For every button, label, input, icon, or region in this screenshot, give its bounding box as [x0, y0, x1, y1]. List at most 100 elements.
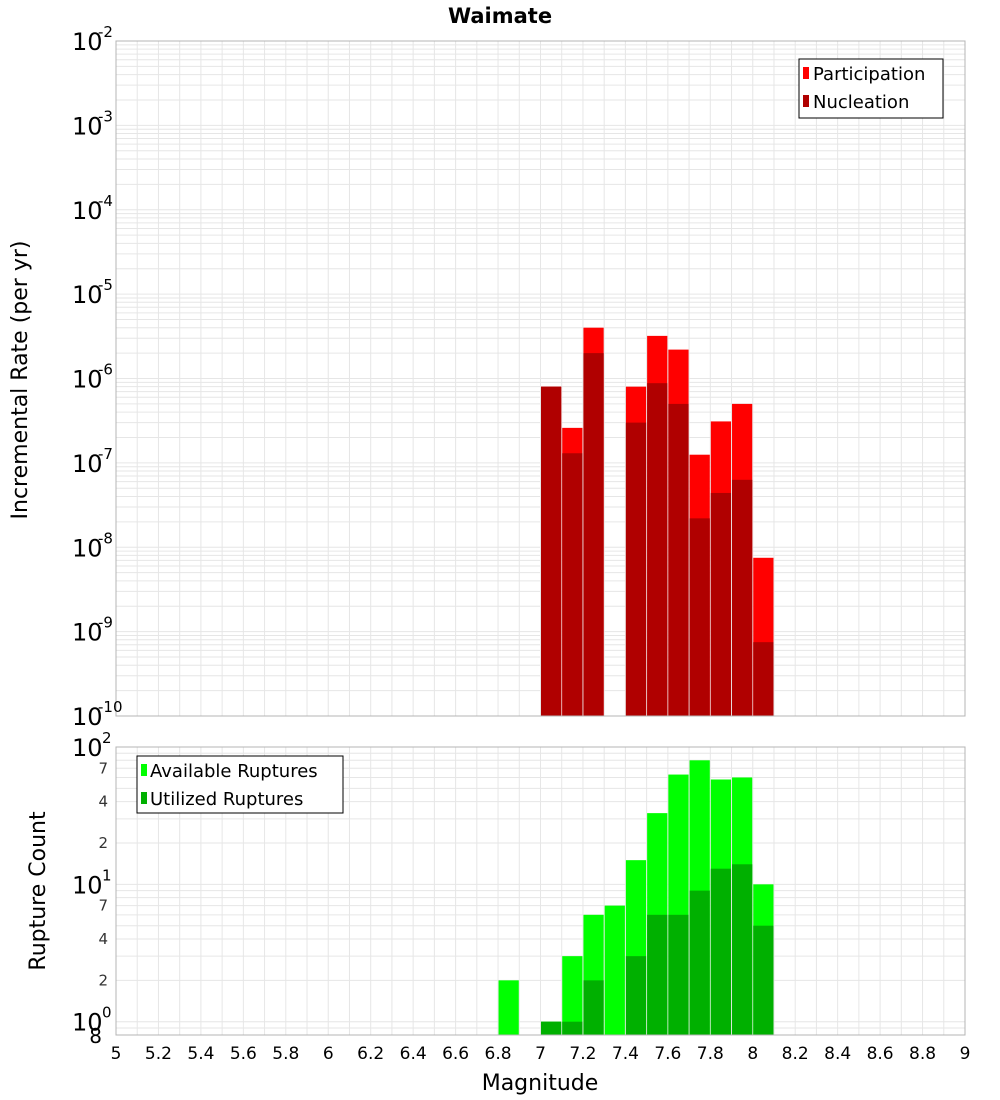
bottom-y-tick-base: 10	[72, 1009, 103, 1037]
x-tick-label: 6.4	[400, 1044, 427, 1064]
top-y-tick-base: 10	[72, 450, 103, 478]
utilized-bar	[583, 980, 604, 1035]
top-y-tick-exponent: -6	[98, 361, 113, 379]
x-axis-label: Magnitude	[482, 1071, 599, 1096]
x-tick-label: 5.2	[145, 1044, 172, 1064]
utilized-bar	[753, 925, 774, 1035]
legend-label-utilized: Utilized Ruptures	[150, 789, 303, 810]
nucleation-bar	[732, 479, 753, 716]
nucleation-bar	[541, 386, 562, 716]
bottom-y-minor-label: 2	[98, 971, 108, 989]
top-y-tick-exponent: -9	[98, 614, 113, 632]
utilized-bar	[541, 1021, 562, 1035]
top-gridlines	[115, 41, 966, 717]
top-y-tick-base: 10	[72, 112, 103, 140]
bottom-legend-box	[136, 755, 344, 814]
bottom-y-minor-label: 7	[98, 897, 108, 915]
nucleation-bar	[753, 642, 774, 716]
bottom-y-tick-base: 10	[72, 871, 103, 899]
top-y-tick-base: 10	[72, 281, 103, 309]
top-y-tick-exponent: -3	[98, 107, 113, 125]
nucleation-bar	[668, 403, 689, 716]
bottom-y-minor-label: 4	[98, 793, 108, 811]
nucleation-bar	[625, 422, 647, 716]
bottom-y-minor-label: 7	[98, 759, 108, 777]
bottom-legend: Available Ruptures Utilized Ruptures	[136, 755, 344, 814]
top-y-tick-exponent: -7	[98, 445, 113, 463]
x-tick-label: 6.8	[485, 1044, 512, 1064]
bottom-y-tick-base: 10	[72, 734, 103, 762]
top-y-tick-base: 10	[72, 619, 103, 647]
legend-swatch-available	[141, 764, 147, 776]
chart-title: Waimate	[448, 4, 552, 28]
available-bar	[562, 956, 583, 1035]
utilized-bar	[710, 868, 732, 1035]
x-tick-label: 6.2	[357, 1044, 384, 1064]
bottom-bars	[498, 760, 774, 1035]
bottom-y-tick-exponent: 2	[102, 729, 112, 747]
x-tick-label: 7.8	[697, 1044, 724, 1064]
x-tick-label: 5.6	[230, 1044, 257, 1064]
x-tick-label: 6	[323, 1044, 334, 1064]
legend-swatch-nucleation	[803, 95, 809, 107]
legend-label-participation: Participation	[813, 64, 925, 85]
x-tick-label: 8.4	[824, 1044, 851, 1064]
utilized-bar	[562, 1021, 583, 1035]
legend-label-nucleation: Nucleation	[813, 92, 909, 113]
top-legend-box	[798, 58, 944, 119]
bottom-y-tick-exponent: 1	[102, 866, 112, 884]
utilized-bar	[732, 864, 753, 1035]
top-y-tick-base: 10	[72, 703, 103, 731]
x-tick-label: 9	[960, 1044, 971, 1064]
legend-swatch-utilized	[141, 792, 147, 804]
nucleation-bar	[562, 453, 583, 716]
top-y-tick-exponent: -4	[98, 192, 113, 210]
nucleation-bar	[647, 383, 668, 716]
bottom-y-axis-label: Rupture Count	[26, 811, 51, 971]
x-tick-labels: 5 5.2 5.4 5.6 5.8 6 6.2 6.4 6.6 6.8 7 7.2 7.4 7.6 7.8 8…	[111, 1044, 971, 1064]
top-y-tick-exponent: -8	[98, 529, 113, 547]
top-legend: Participation Nucleation	[798, 58, 944, 119]
nucleation-bar	[689, 518, 710, 716]
top-y-tick-exponent: -10	[98, 698, 123, 716]
utilized-bar	[647, 914, 668, 1035]
x-tick-label: 5.4	[187, 1044, 214, 1064]
bottom-y-tick-exponent: 0	[102, 1004, 112, 1022]
top-y-tick-exponent: -2	[98, 23, 113, 41]
x-tick-label: 8.2	[782, 1044, 809, 1064]
top-y-tick-base: 10	[72, 366, 103, 394]
x-tick-label: 8.8	[909, 1044, 936, 1064]
available-bar	[604, 905, 625, 1035]
nucleation-bar	[710, 492, 732, 716]
x-tick-label: 8	[747, 1044, 758, 1064]
x-tick-label: 5.8	[272, 1044, 299, 1064]
top-y-tick-base: 10	[72, 28, 103, 56]
top-bars	[541, 327, 774, 716]
legend-label-available: Available Ruptures	[150, 761, 318, 782]
x-tick-label: 7.4	[612, 1044, 639, 1064]
utilized-bar	[689, 890, 710, 1035]
top-y-tick-base: 10	[72, 534, 103, 562]
bottom-y-minor-label: 8	[89, 1024, 102, 1048]
x-tick-label: 8.6	[867, 1044, 894, 1064]
x-tick-label: 7	[535, 1044, 546, 1064]
available-bar	[498, 980, 519, 1035]
top-y-tick-base: 10	[72, 197, 103, 225]
utilized-bar	[625, 956, 647, 1035]
legend-swatch-participation	[803, 67, 809, 79]
x-tick-label: 5	[111, 1044, 122, 1064]
bottom-y-minor-label: 4	[98, 930, 108, 948]
top-plot-frame	[115, 40, 966, 717]
x-tick-label: 7.6	[654, 1044, 681, 1064]
top-y-tick-exponent: -5	[98, 276, 113, 294]
bottom-y-minor-label: 2	[98, 834, 108, 852]
bottom-plot-frame	[115, 746, 966, 1036]
utilized-bar	[668, 914, 689, 1035]
nucleation-bar	[583, 353, 604, 716]
x-tick-label: 6.6	[442, 1044, 469, 1064]
top-y-axis-label: Incremental Rate (per yr)	[8, 241, 33, 520]
